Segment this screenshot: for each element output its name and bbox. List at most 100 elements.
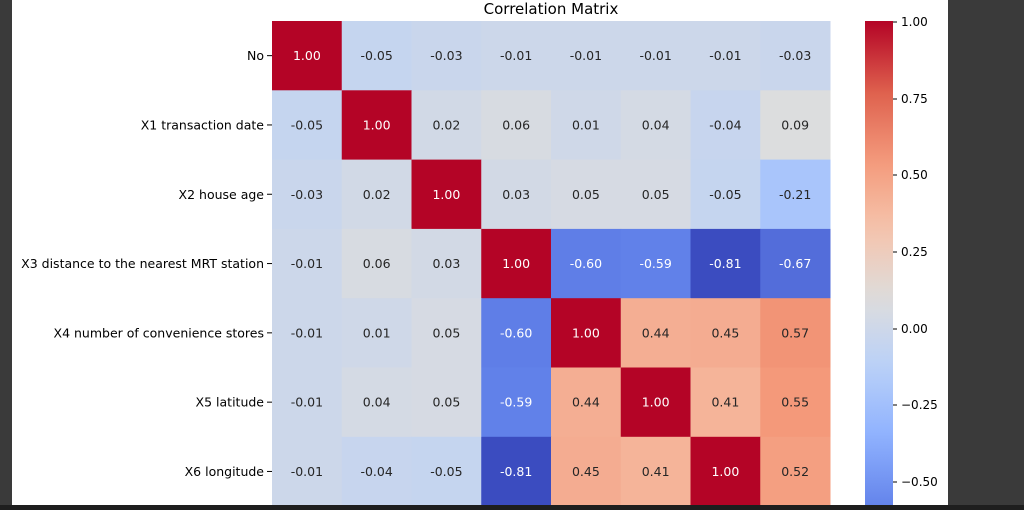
heatmap-cell-r0-c6 (690, 21, 761, 91)
heatmap-cell-r1-c5 (620, 90, 691, 161)
heatmap-cell-r4-c1 (341, 298, 412, 368)
heatmap-cell-r6-c7 (760, 436, 831, 505)
row-label-4: X4 number of convenience stores (54, 325, 264, 340)
cell-value-r5-c0: -0.01 (291, 395, 323, 410)
colorbar-label-5: −0.25 (901, 398, 938, 412)
heatmap-cell-r4-c0 (272, 298, 343, 368)
cell-value-r3-c3: 1.00 (502, 256, 530, 271)
cell-value-r3-c7: -0.67 (779, 256, 811, 271)
colorbar-label-6: −0.50 (901, 475, 938, 489)
colorbar-gradient (865, 21, 893, 505)
cell-value-r1-c5: 0.04 (642, 117, 670, 132)
row-labels: No X1 transaction date X2 house age X3 dist… (21, 48, 272, 479)
cell-value-r4-c6: 0.45 (711, 325, 739, 340)
chart-title: Correlation Matrix (484, 0, 619, 18)
heatmap-cell-r6-c3 (481, 436, 552, 505)
heatmap-cell-r2-c4 (551, 159, 622, 230)
cell-value-r3-c2: 0.03 (432, 256, 460, 271)
cell-value-r2-c0: -0.03 (291, 187, 323, 202)
cell-value-r4-c1: 0.01 (363, 325, 391, 340)
cell-value-r0-c6: -0.01 (709, 48, 741, 63)
cell-value-r3-c6: -0.81 (709, 256, 741, 271)
heatmap-cell-r5-c5 (620, 367, 691, 438)
colorbar-label-3: 0.25 (901, 245, 928, 259)
cell-value-r6-c1: -0.04 (360, 464, 392, 479)
colorbar-label-0: 1.00 (901, 15, 928, 29)
heatmap-cell-r2-c7 (760, 159, 831, 230)
cell-value-r1-c0: -0.05 (291, 117, 323, 132)
heatmap-cell-r3-c1 (341, 228, 412, 299)
heatmap-cell-r1-c6 (690, 90, 761, 161)
heatmap-cell-r3-c3 (481, 228, 552, 299)
heatmap-cell-r5-c7 (760, 367, 831, 438)
row-label-1: X1 transaction date (141, 117, 265, 132)
cell-value-r6-c3: -0.81 (500, 464, 532, 479)
heatmap-cell-r0-c1 (341, 21, 412, 91)
heatmap-cell-r5-c0 (272, 367, 343, 438)
cell-value-r1-c1: 1.00 (363, 117, 391, 132)
heatmap-cell-r3-c0 (272, 228, 343, 299)
figure-canvas: Correlation Matrix 1.00 -0.05 -0.03 -0.01 -0… (12, 0, 948, 505)
heatmap-cell-r3-c5 (620, 228, 691, 299)
cell-value-r5-c5: 1.00 (642, 395, 670, 410)
cell-value-r4-c3: -0.60 (500, 325, 532, 340)
heatmap-cell-r2-c3 (481, 159, 552, 230)
cell-value-r6-c2: -0.05 (430, 464, 462, 479)
heatmap-cell-r3-c2 (411, 228, 482, 299)
colorbar-label-4: 0.00 (901, 322, 928, 336)
heatmap-cell-r1-c7 (760, 90, 831, 161)
heatmap-cell-r5-c2 (411, 367, 482, 438)
heatmap-cell-r4-c5 (620, 298, 691, 368)
cell-value-r4-c2: 0.05 (432, 325, 460, 340)
heatmap-cell-r5-c3 (481, 367, 552, 438)
heatmap-cell-r4-c2 (411, 298, 482, 368)
heatmap-cell-r0-c3 (481, 21, 552, 91)
cell-value-r4-c0: -0.01 (291, 325, 323, 340)
heatmap-cell-r6-c0 (272, 436, 343, 505)
cell-value-r2-c3: 0.03 (502, 187, 530, 202)
heatmap-cell-r2-c6 (690, 159, 761, 230)
cell-value-r5-c2: 0.05 (432, 395, 460, 410)
cell-value-r1-c2: 0.02 (432, 117, 460, 132)
heatmap-cell-r2-c2 (411, 159, 482, 230)
heatmap-cell-r0-c4 (551, 21, 622, 91)
heatmap-cell-r0-c5 (620, 21, 691, 91)
heatmap-cell-r6-c1 (341, 436, 412, 505)
cell-value-r0-c1: -0.05 (360, 48, 392, 63)
row-label-3: X3 distance to the nearest MRT station (21, 256, 264, 271)
cell-value-r0-c3: -0.01 (500, 48, 532, 63)
correlation-heatmap: Correlation Matrix 1.00 -0.05 -0.03 -0.01 -0… (21, 0, 938, 505)
heatmap-cell-r6-c5 (620, 436, 691, 505)
cell-value-r2-c1: 0.02 (363, 187, 391, 202)
cell-value-r2-c6: -0.05 (709, 187, 741, 202)
heatmap-cells: 1.00 -0.05 -0.03 -0.01 -0.01 -0.01 -0.01 -0.03 -… (272, 21, 831, 505)
cell-value-r4-c7: 0.57 (781, 325, 809, 340)
heatmap-cell-r5-c6 (690, 367, 761, 438)
heatmap-cell-r6-c6 (690, 436, 761, 505)
heatmap-cell-r4-c6 (690, 298, 761, 368)
heatmap-cell-r1-c1 (341, 90, 412, 161)
heatmap-cell-r0-c0 (272, 21, 343, 91)
cell-value-r2-c4: 0.05 (572, 187, 600, 202)
heatmap-cell-r5-c1 (341, 367, 412, 438)
cell-value-r2-c5: 0.05 (642, 187, 670, 202)
cell-value-r1-c4: 0.01 (572, 117, 600, 132)
cell-value-r1-c7: 0.09 (781, 117, 809, 132)
cell-value-r1-c3: 0.06 (502, 117, 530, 132)
cell-value-r3-c5: -0.59 (639, 256, 671, 271)
cell-value-r4-c5: 0.44 (642, 325, 670, 340)
cell-value-r0-c5: -0.01 (639, 48, 671, 63)
heatmap-cell-r3-c7 (760, 228, 831, 299)
heatmap-cell-r4-c7 (760, 298, 831, 368)
heatmap-cell-r2-c1 (341, 159, 412, 230)
colorbar-label-1: 0.75 (901, 92, 928, 106)
cell-value-r4-c4: 1.00 (572, 325, 600, 340)
cell-value-r0-c7: -0.03 (779, 48, 811, 63)
row-label-5: X5 latitude (196, 395, 265, 410)
heatmap-cell-r6-c2 (411, 436, 482, 505)
cell-value-r6-c7: 0.52 (781, 464, 809, 479)
cell-value-r6-c6: 1.00 (711, 464, 739, 479)
cell-value-r5-c3: -0.59 (500, 395, 532, 410)
cell-value-r5-c6: 0.41 (711, 395, 739, 410)
cell-value-r3-c0: -0.01 (291, 256, 323, 271)
